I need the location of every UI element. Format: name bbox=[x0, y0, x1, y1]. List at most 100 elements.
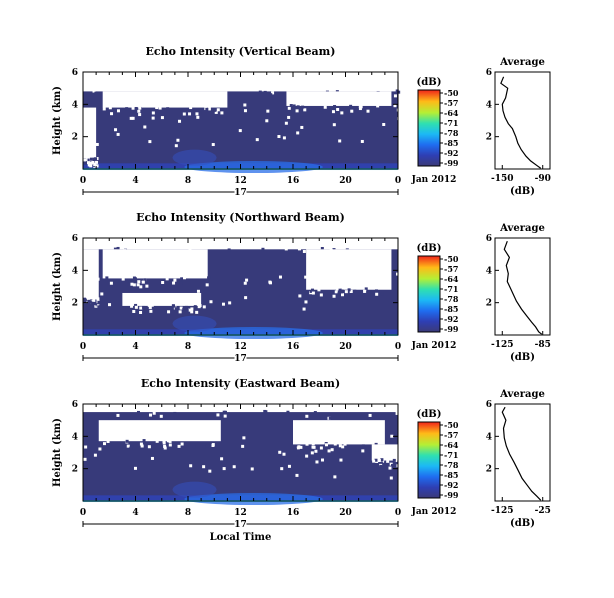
noise-cell bbox=[341, 286, 345, 290]
noise-cell bbox=[397, 117, 401, 121]
noise-cell bbox=[374, 442, 378, 446]
noise-cell bbox=[83, 457, 87, 461]
noise-cell bbox=[126, 444, 130, 448]
noise-cell bbox=[382, 122, 386, 126]
noise-cell bbox=[118, 270, 122, 274]
noise-cell bbox=[190, 310, 194, 314]
noise-cell bbox=[347, 288, 351, 292]
average-title: Average bbox=[499, 223, 545, 234]
y-tick-label: 2 bbox=[72, 299, 78, 309]
noise-cell bbox=[331, 110, 335, 114]
noise-cell bbox=[116, 413, 120, 417]
average-y-tick-label: 6 bbox=[486, 234, 492, 244]
low-level-echo bbox=[172, 149, 217, 166]
noise-cell bbox=[89, 161, 93, 165]
noise-cell bbox=[188, 247, 192, 251]
noise-cell bbox=[332, 123, 336, 127]
noise-cell bbox=[196, 289, 200, 293]
noise-cell bbox=[220, 457, 224, 461]
noise-cell bbox=[347, 108, 351, 112]
noise-cell bbox=[291, 110, 295, 114]
noise-cell bbox=[296, 446, 300, 450]
noise-cell bbox=[110, 112, 114, 116]
average-y-tick-label: 2 bbox=[486, 465, 492, 475]
noise-cell bbox=[370, 290, 374, 294]
no-data-region bbox=[102, 91, 228, 108]
noise-cell bbox=[296, 105, 300, 109]
noise-cell bbox=[95, 160, 99, 164]
noise-cell bbox=[205, 107, 209, 111]
noise-cell bbox=[100, 292, 104, 296]
noise-cell bbox=[150, 303, 154, 307]
noise-cell bbox=[333, 442, 337, 446]
noise-cell bbox=[95, 142, 99, 146]
noise-cell bbox=[311, 442, 315, 446]
noise-cell bbox=[304, 275, 308, 279]
noise-cell bbox=[305, 442, 309, 446]
noise-cell bbox=[130, 282, 134, 286]
noise-cell bbox=[214, 110, 218, 114]
noise-cell bbox=[308, 106, 312, 110]
noise-cell bbox=[255, 138, 259, 142]
average-y-tick-label: 4 bbox=[486, 100, 492, 110]
noise-cell bbox=[284, 247, 288, 251]
colorbar-tick-label: -50 bbox=[444, 254, 459, 264]
noise-cell bbox=[298, 294, 302, 298]
noise-cell bbox=[139, 311, 143, 315]
average-frame bbox=[494, 237, 551, 336]
x-tick-label: 20 bbox=[339, 342, 352, 352]
noise-cell bbox=[195, 310, 199, 314]
noise-cell bbox=[115, 279, 119, 283]
noise-cell bbox=[330, 285, 334, 289]
colorbar-tick-label: -71 bbox=[444, 450, 458, 460]
noise-cell bbox=[270, 415, 274, 419]
x-tick-label: 0 bbox=[395, 176, 401, 186]
noise-cell bbox=[220, 111, 224, 115]
noise-cell bbox=[311, 291, 315, 295]
noise-cell bbox=[278, 275, 282, 279]
noise-cell bbox=[390, 464, 394, 468]
average-x-tick-label: -150 bbox=[491, 174, 514, 184]
noise-cell bbox=[83, 297, 87, 301]
noise-cell bbox=[319, 414, 323, 418]
noise-cell bbox=[134, 106, 138, 110]
colorbar bbox=[417, 89, 441, 167]
noise-cell bbox=[148, 413, 152, 417]
noise-cell bbox=[338, 139, 342, 143]
noise-cell bbox=[330, 448, 334, 452]
noise-cell bbox=[282, 452, 286, 456]
noise-cell bbox=[176, 138, 180, 142]
noise-cell bbox=[207, 276, 211, 280]
noise-cell bbox=[148, 305, 152, 309]
noise-cell bbox=[357, 292, 361, 296]
noise-cell bbox=[299, 445, 303, 449]
colorbar-tick-label: -78 bbox=[444, 128, 459, 138]
x-tick-label: 8 bbox=[185, 176, 191, 186]
noise-cell bbox=[317, 288, 321, 292]
noise-cell bbox=[366, 109, 370, 113]
noise-cell bbox=[96, 297, 100, 301]
noise-cell bbox=[166, 439, 170, 443]
noise-cell bbox=[243, 103, 247, 107]
noise-cell bbox=[183, 276, 187, 280]
noise-cell bbox=[102, 442, 106, 446]
noise-cell bbox=[379, 464, 383, 468]
noise-cell bbox=[177, 444, 181, 448]
noise-cell bbox=[319, 108, 323, 112]
noise-cell bbox=[315, 460, 319, 464]
noise-cell bbox=[388, 466, 392, 470]
noise-cell bbox=[319, 293, 323, 297]
noise-cell bbox=[358, 105, 362, 109]
noise-cell bbox=[386, 459, 390, 463]
noise-cell bbox=[147, 445, 151, 449]
noise-cell bbox=[205, 283, 209, 287]
noise-cell bbox=[269, 93, 273, 97]
noise-cell bbox=[390, 106, 394, 110]
colorbar-tick-label: -50 bbox=[444, 420, 459, 430]
noise-cell bbox=[358, 107, 362, 111]
noise-cell bbox=[323, 105, 327, 109]
noise-cell bbox=[222, 467, 226, 471]
panel-0: Echo Intensity (Vertical Beam) 0 4 8 12 16 20 0… bbox=[52, 45, 551, 198]
low-level-echo bbox=[172, 315, 217, 332]
noise-cell bbox=[292, 104, 296, 108]
